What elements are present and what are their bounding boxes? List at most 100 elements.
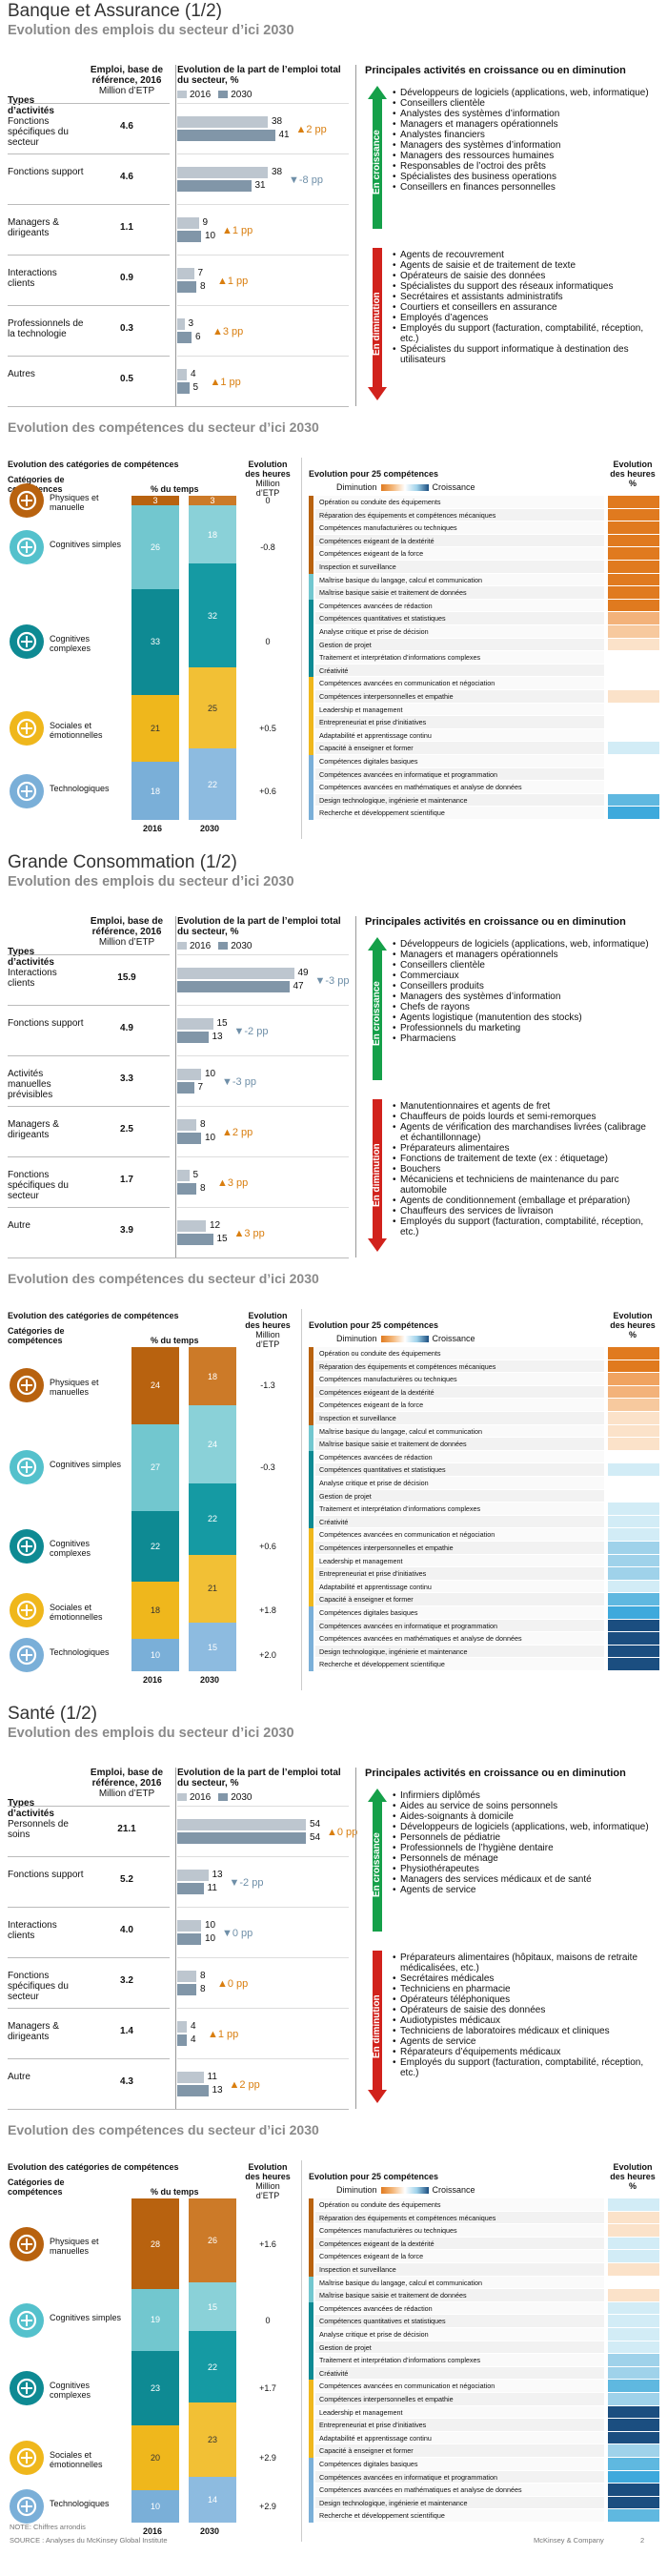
comp-subtitle: Evolution des compétences du secteur d’i… — [8, 1271, 319, 1286]
croissance-arrow: En croissance — [368, 937, 387, 1080]
list-item: Spécialistes des business operations — [393, 172, 650, 182]
skill-row: Créativité — [315, 664, 604, 678]
column-divider — [355, 65, 356, 406]
list-item: Chefs de rayons — [393, 1002, 650, 1012]
skill-change-cell — [608, 755, 659, 768]
bar-value-2030: 10 — [205, 1933, 216, 1944]
skill-row: Leadership et management — [315, 703, 604, 717]
emploi-subtitle: Evolution des emplois du secteur d’ici 2… — [8, 23, 294, 38]
skill-label: Compétences exigeant de la dextérité — [319, 2239, 435, 2248]
skill-row: Leadership et management — [315, 1554, 604, 1568]
activity-type-label: Autres — [8, 369, 35, 379]
row-divider — [177, 1156, 349, 1157]
legend-2016: 2016 — [177, 941, 211, 951]
bar-value-2016: 10 — [205, 1069, 216, 1079]
delta-pp: ▲1 pp — [210, 377, 241, 388]
delta-pp: ▼0 pp — [222, 1928, 253, 1939]
list-item: Employés du support (facturation, compta… — [393, 2057, 650, 2078]
bar-value-2030: 10 — [205, 1133, 216, 1143]
skill-change-cell — [608, 599, 659, 613]
category-label: Cognitives complexes — [50, 634, 91, 654]
en-diminution-label: En diminution — [372, 1994, 382, 2059]
row-divider — [177, 153, 349, 154]
skill-label: Inspection et surveillance — [319, 562, 396, 571]
column-divider — [301, 458, 302, 839]
skill-row: Compétences exigeant de la force — [315, 1399, 604, 1412]
bar-value-2030: 31 — [254, 180, 266, 191]
row-divider — [177, 1005, 349, 1006]
skill-label: Compétences avancées de rédaction — [319, 601, 433, 610]
delta-pp: ▲1 pp — [208, 2029, 239, 2040]
bar-value-2016: 4 — [191, 2021, 196, 2032]
evol-heures-pct-head: Evolution des heures % — [610, 2162, 656, 2191]
evol25-head: Evolution pour 25 compétences — [309, 469, 439, 479]
stack-segment: 22 — [189, 2331, 236, 2403]
skill-group-bar — [309, 1347, 313, 1425]
legend-swatch-2016 — [177, 942, 187, 951]
list-item: Chauffeurs de poids lourds et semi-remor… — [393, 1112, 650, 1122]
row-divider — [8, 1106, 170, 1107]
hours-delta: +0.5 — [259, 724, 276, 734]
skill-change-cell — [608, 1554, 659, 1568]
column-divider — [355, 916, 356, 1257]
segment-value: 10 — [150, 1650, 160, 1661]
list-item: Préparateurs alimentaires (hôpitaux, mai… — [393, 1952, 650, 1973]
stack-segment: 10 — [131, 2490, 179, 2523]
list-item: Agents de service — [393, 1885, 650, 1895]
delta-pp: ▲1 pp — [222, 225, 253, 236]
pct-temps-head: % du temps — [151, 1336, 199, 1345]
skill-label: Compétences exigeant de la dextérité — [319, 536, 435, 545]
skill-change-cell — [608, 2224, 659, 2238]
segment-value: 18 — [150, 1605, 160, 1616]
skill-row: Compétences digitales basiques — [315, 1606, 604, 1620]
segment-value: 26 — [150, 542, 160, 552]
skill-label: Analyse critique et prise de décision — [319, 2330, 429, 2339]
skill-label: Recherche et développement scientifique — [319, 808, 445, 818]
legend-2030-label: 2030 — [231, 941, 253, 951]
bar-2016 — [177, 968, 294, 979]
skill-group-bar — [309, 1606, 313, 1671]
list-item: Agents de conditionnement (emballage et … — [393, 1196, 650, 1206]
skill-change-cell — [608, 1515, 659, 1529]
skill-label: Compétences interpersonnelles et empathi… — [319, 1544, 454, 1552]
skill-change-cell — [608, 2301, 659, 2316]
list-item: Managers et managers opérationnels — [393, 119, 650, 130]
row-divider — [177, 1055, 349, 1056]
bar-2030 — [177, 1032, 209, 1043]
skill-change-cell — [608, 534, 659, 548]
bar-value-2016: 38 — [272, 167, 283, 177]
header-emploi-base: Emploi, base de référence, 2016 Million d… — [84, 1768, 170, 1799]
bar-2016 — [177, 1971, 196, 1982]
skill-row: Créativité — [315, 1515, 604, 1529]
skill-row: Opération ou conduite des équipements — [315, 1347, 604, 1360]
activity-type-label: Professionnels de la technologie — [8, 318, 84, 339]
column-divider — [175, 1768, 176, 2109]
list-item: Managers et managers opérationnels — [393, 950, 650, 960]
skill-label: Maîtrise basique saisie et traitement de… — [319, 588, 467, 598]
stack-segment: 25 — [189, 667, 236, 749]
stack-segment: 23 — [131, 2350, 179, 2425]
baseline-value: 4.0 — [120, 1925, 133, 1935]
row-divider — [8, 305, 170, 306]
skill-label: Opération ou conduite des équipements — [319, 2200, 441, 2209]
skill-label: Maîtrise basique saisie et traitement de… — [319, 1440, 467, 1449]
segment-value: 21 — [150, 724, 160, 734]
row-divider — [177, 1957, 349, 1958]
category-label: Sociales et émotionnelles — [50, 2450, 103, 2469]
activity-type-label: Personnels de soins — [8, 1819, 69, 1840]
skill-change-cell — [608, 1373, 659, 1386]
handshake-icon — [10, 1593, 44, 1628]
year-label: 2030 — [200, 2526, 220, 2536]
skill-change-cell — [608, 586, 659, 600]
segment-value: 32 — [207, 610, 217, 621]
bar-value-2030: 10 — [205, 231, 216, 241]
year-label: 2030 — [200, 1675, 220, 1685]
baseline-value: 21.1 — [117, 1824, 136, 1834]
bar-2030 — [177, 1933, 201, 1945]
skill-label: Compétences digitales basiques — [319, 1608, 418, 1617]
baseline-value: 0.5 — [120, 374, 133, 384]
segment-value: 15 — [207, 2301, 217, 2312]
skill-label: Compétences exigeant de la force — [319, 2252, 424, 2261]
skill-row: Compétences avancées en communication et… — [315, 1528, 604, 1542]
list-item: Responsables de l’octroi des prêts — [393, 161, 650, 172]
